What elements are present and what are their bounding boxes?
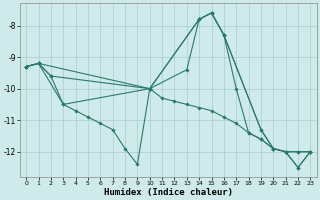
X-axis label: Humidex (Indice chaleur): Humidex (Indice chaleur) [104,188,233,197]
